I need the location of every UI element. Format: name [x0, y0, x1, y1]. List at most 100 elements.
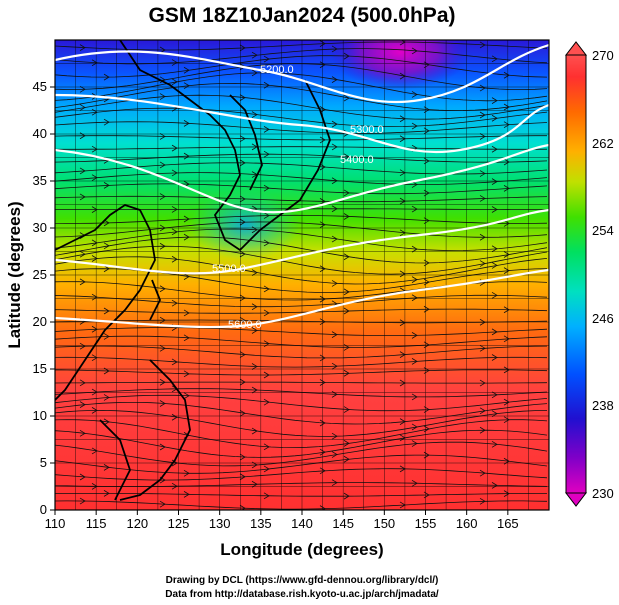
flow-arrow [263, 398, 270, 406]
x-tick-label: 120 [126, 516, 148, 531]
flow-arrow [103, 490, 110, 497]
x-tick-label: 165 [497, 516, 519, 531]
y-tick-label: 25 [33, 267, 47, 282]
flow-arrow [491, 328, 498, 336]
colorbar-min-label: 230 [592, 486, 614, 501]
streamline [55, 388, 548, 398]
flow-arrow [319, 40, 326, 47]
flow-arrow [171, 206, 178, 213]
flow-arrow [251, 111, 258, 118]
streamline [55, 429, 548, 458]
flow-arrow [319, 198, 326, 205]
flow-arrow [79, 104, 86, 111]
flow-arrow [251, 327, 258, 334]
flow-arrow [479, 426, 486, 434]
flow-arrow [343, 213, 350, 220]
flow-arrow [503, 306, 510, 314]
streamline [55, 208, 547, 210]
flow-arrow [491, 354, 498, 361]
streamline [55, 55, 548, 78]
streamline [55, 94, 548, 120]
flow-arrow [479, 170, 486, 177]
flow-arrow [171, 358, 178, 366]
flow-arrow [263, 81, 270, 89]
colorbar-body [565, 54, 587, 494]
flow-arrow [331, 235, 338, 243]
flow-arrow [239, 453, 246, 461]
flow-arrow [159, 193, 166, 200]
y-tick-label: 0 [40, 502, 47, 517]
flow-arrow [263, 150, 270, 158]
streamline [55, 195, 548, 203]
flow-arrow [319, 163, 326, 171]
colorbar-tick-label: 254 [592, 223, 614, 238]
flow-arrow [263, 55, 270, 63]
streamline [55, 327, 548, 336]
flow-arrow [319, 505, 326, 510]
flow-arrow [503, 490, 510, 497]
flow-arrow [183, 469, 190, 477]
flow-arrow [103, 418, 110, 426]
flow-arrow [263, 184, 270, 192]
flow-arrow [411, 294, 418, 302]
colorbar-tick-label: 262 [592, 136, 614, 151]
flow-arrow [251, 303, 258, 311]
flow-arrow [171, 299, 178, 307]
flow-arrow [183, 215, 190, 223]
flow-arrow [251, 386, 258, 394]
flow-arrow [263, 492, 270, 500]
colorbar: 270 262 254 246 238 230 [564, 41, 614, 507]
flow-arrow [491, 145, 498, 153]
flow-arrow [503, 121, 510, 129]
flow-arrow [411, 332, 418, 339]
colorbar-bottom-arrow [564, 492, 588, 507]
flow-arrow [103, 73, 110, 81]
flow-arrow [263, 126, 270, 133]
flow-arrow [239, 504, 246, 510]
flow-arrow [503, 185, 510, 192]
y-tick-label: 15 [33, 361, 47, 376]
x-tick-label: 150 [373, 516, 395, 531]
flow-arrow [491, 97, 498, 104]
flow-arrow [343, 307, 350, 315]
flow-arrow [503, 398, 510, 406]
flow-arrow [251, 269, 258, 276]
flow-arrow [103, 464, 110, 471]
flow-arrow [159, 443, 166, 451]
streamline [55, 402, 548, 425]
streamline [55, 493, 547, 497]
flow-arrow [343, 94, 350, 102]
flow-arrow [79, 379, 86, 387]
colorbar-tick-label: 238 [592, 398, 614, 413]
flow-arrow [411, 122, 418, 130]
flow-arrow [171, 144, 178, 152]
flow-arrow [79, 278, 86, 286]
flow-arrow [343, 406, 350, 413]
x-axis-label: Longitude (degrees) [220, 540, 383, 559]
x-tick-label: 130 [209, 516, 231, 531]
flow-arrow [319, 221, 326, 229]
flow-arrow [159, 242, 166, 250]
flow-arrow [503, 366, 510, 374]
y-tick-label: 20 [33, 314, 47, 329]
flow-arrow [331, 120, 338, 128]
flow-arrow [319, 354, 326, 362]
flow-arrow [91, 206, 98, 213]
flow-arrow [91, 325, 98, 333]
y-axis-label: Latitude (degrees) [5, 201, 24, 348]
flow-arrow [343, 288, 350, 296]
flow-arrow [239, 195, 246, 203]
flow-arrow [183, 309, 190, 317]
flow-arrow [183, 120, 190, 127]
flow-arrow [479, 133, 486, 140]
streamline [55, 394, 548, 412]
streamline [55, 41, 548, 51]
flow-arrow [79, 44, 86, 51]
flow-arrow [239, 250, 246, 258]
flow-arrow [343, 253, 350, 261]
flow-arrow [343, 369, 350, 377]
flow-arrow [331, 479, 338, 487]
flow-arrow [103, 242, 110, 250]
flow-arrow [343, 455, 350, 463]
